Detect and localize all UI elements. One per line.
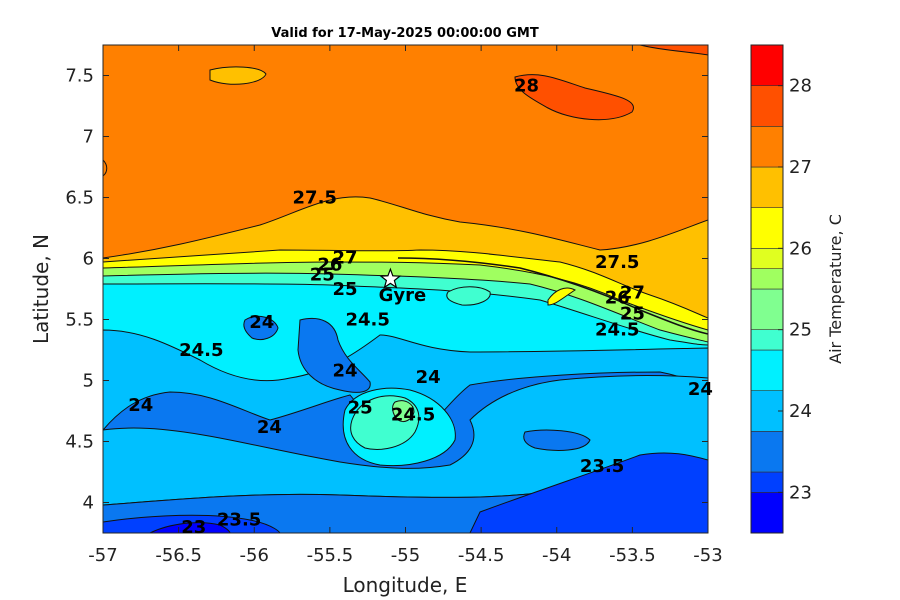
y-tick-label: 7.5 [65, 66, 94, 87]
contour-label: 27 [332, 247, 357, 268]
colorbar-segment [750, 248, 784, 269]
x-tick-label: -56.5 [155, 545, 202, 566]
colorbar-tick-label: 23 [789, 482, 812, 503]
colorbar-segment [750, 166, 784, 208]
contour-label: 25 [332, 279, 357, 300]
colorbar: 23 24 25 26 27 28 [750, 44, 812, 534]
y-tick-label: 5.5 [65, 310, 94, 331]
colorbar-tick-label: 26 [789, 238, 812, 259]
y-axis-label: Latitude, N [29, 234, 53, 344]
colorbar-segment [750, 431, 784, 473]
contour-label: 23.5 [217, 510, 261, 531]
contour-field [103, 45, 708, 533]
band-23.5-24-patch-center [297, 317, 371, 393]
y-ticks: 4 4.5 5 5.5 6 6.5 7 7.5 [65, 66, 708, 514]
band-23-23.5-se [469, 452, 708, 533]
y-tick-label: 5 [83, 371, 94, 392]
contour-label: 27 [620, 283, 645, 304]
contour-label: 26 [317, 255, 342, 276]
chart-title: Valid for 17-May-2025 00:00:00 GMT [271, 26, 539, 41]
colorbar-segment [750, 44, 784, 86]
colorbar-tick-label: 28 [789, 76, 812, 97]
band-26-island-south [392, 400, 415, 423]
band-27.5-island [209, 66, 267, 85]
x-tick-label: -54.5 [458, 545, 505, 566]
contour-label: 24 [128, 395, 153, 416]
contour-label: 23 [181, 517, 206, 538]
contour-label: 27.5 [293, 188, 337, 209]
colorbar-segment [750, 85, 784, 127]
y-tick-label: 6 [83, 249, 94, 270]
colorbar-frame [750, 44, 784, 534]
contour-label: 28 [514, 75, 539, 96]
y-tick-label: 7 [83, 127, 94, 148]
band-23.5-24-patch-w [243, 315, 279, 341]
contour-label: 23.5 [580, 456, 624, 477]
contour-label: 24 [332, 361, 357, 382]
contour-label: 24 [416, 367, 441, 388]
contour-label: 24 [688, 379, 713, 400]
x-axis-label: Longitude, E [343, 573, 468, 597]
marker-layer: Gyre [379, 267, 427, 306]
x-tick-label: -53.5 [609, 545, 656, 566]
colorbar-tick-label: 27 [789, 157, 812, 178]
contour-label: 24 [257, 417, 282, 438]
colorbar-segment [750, 126, 784, 168]
x-tick-label: -54 [542, 545, 571, 566]
contour-label: 27.5 [595, 252, 639, 273]
y-tick-label: 4.5 [65, 432, 94, 453]
x-tick-label: -57 [88, 545, 117, 566]
contour-label: 24.5 [345, 310, 389, 331]
colorbar-segment [750, 288, 784, 330]
band-25-island-e [446, 286, 491, 306]
colorbar-segment [750, 268, 784, 290]
x-tick-label: -56 [240, 545, 269, 566]
contour-label: 25 [620, 303, 645, 324]
star-marker-icon [379, 267, 402, 289]
colorbar-label: Air Temperature, C [826, 214, 845, 364]
colorbar-segment [750, 207, 784, 249]
line-bump-e [547, 287, 576, 306]
x-tick-label: -55.5 [307, 545, 354, 566]
contour-label: 26 [605, 288, 630, 309]
colorbar-segment [750, 349, 784, 391]
band-23.5-24-patch-e [523, 429, 591, 451]
colorbar-tick-label: 25 [789, 320, 812, 341]
contour-label: 24.5 [179, 340, 223, 361]
line-26-segment [397, 257, 708, 335]
colorbar-tick-label: 24 [789, 401, 812, 422]
y-tick-label: 4 [83, 493, 94, 514]
x-tick-label: -53 [693, 545, 722, 566]
contour-label: 24.5 [595, 319, 639, 340]
marker-label: Gyre [379, 285, 427, 306]
x-tick-label: -55 [391, 545, 420, 566]
contour-label: 25 [310, 264, 335, 285]
colorbar-segment [750, 492, 784, 534]
contour-label: 24.5 [391, 405, 435, 426]
contour-label: 25 [348, 397, 373, 418]
colorbar-segment [750, 329, 784, 351]
band-28 [514, 74, 634, 121]
x-ticks: -57 -56.5 -56 -55.5 -55 -54.5 -54 -53.5 -53 [88, 45, 723, 566]
y-tick-label: 6.5 [65, 188, 94, 209]
colorbar-segment [750, 471, 784, 493]
contour-label: 24 [249, 312, 274, 333]
